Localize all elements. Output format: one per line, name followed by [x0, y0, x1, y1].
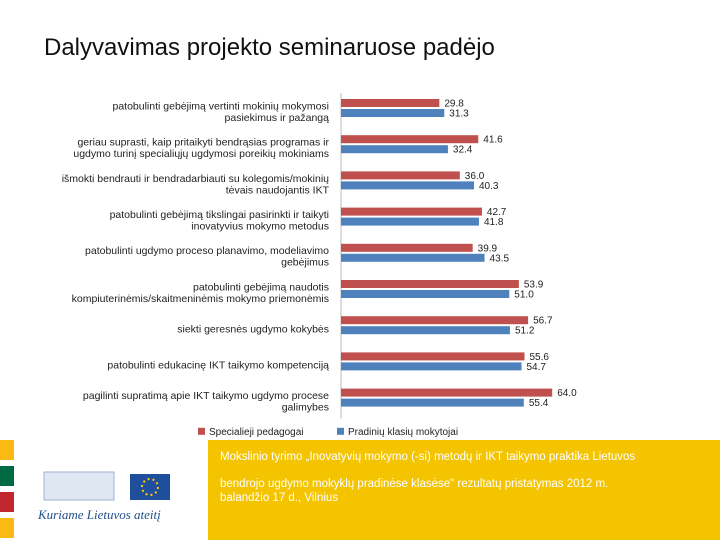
bar-special-pedagogues: [341, 280, 519, 288]
bar-primary-teachers: [341, 217, 479, 226]
data-label: 51.2: [515, 326, 535, 337]
legend-label: Pradinių klasių mokytojai: [348, 427, 458, 438]
slide-title: Dalyvavimas projekto seminaruose padėjo: [44, 34, 495, 61]
bar-primary-teachers: [341, 326, 510, 335]
category-label: galimybes: [282, 401, 329, 413]
footer-caption-line-1: Mokslinio tyrimo „Inovatyvių mokymo (-si…: [220, 451, 636, 463]
flag-stripe-yellow-2: [0, 518, 14, 538]
data-label: 64.0: [557, 388, 577, 399]
data-label: 55.4: [529, 398, 549, 409]
footer-caption-line-3: balandžio 17 d., Vilnius: [220, 492, 339, 504]
data-label: 32.4: [453, 145, 473, 156]
bar-special-pedagogues: [341, 352, 525, 361]
bar-special-pedagogues: [341, 243, 473, 252]
data-label: 36.0: [465, 171, 485, 182]
legend-swatch: [337, 427, 344, 435]
flag-stripe-yellow: [0, 440, 14, 460]
category-label: patobulinti gebėjimą vertinti mokinių mo…: [112, 100, 329, 112]
data-label: 41.6: [483, 135, 503, 146]
bar-special-pedagogues: [341, 388, 553, 397]
category-label: patobulinti edukacinę IKT taikymo kompet…: [107, 360, 329, 372]
data-label: 55.6: [529, 352, 549, 363]
data-label: 40.3: [479, 181, 499, 192]
category-label: ugdymo turinį specialiųjų ugdymosi porei…: [73, 148, 329, 160]
data-label: 53.9: [524, 280, 544, 291]
bar-special-pedagogues: [341, 135, 479, 144]
category-label: kompiuterinėmis/skaitmeninėmis mokymo pr…: [72, 293, 329, 305]
category-label: patobulinti gebėjimą naudotis: [193, 281, 329, 293]
eu-funds-logo: [30, 470, 178, 530]
bar-special-pedagogues: [341, 316, 529, 325]
bar-special-pedagogues: [341, 171, 460, 180]
flag-stripe-red: [0, 492, 14, 512]
data-label: 29.8: [444, 99, 464, 110]
flag-stripe-green: [0, 466, 14, 486]
bar-primary-teachers: [341, 145, 448, 154]
category-label: patobulinti gebėjimą tikslingai pasirink…: [110, 209, 329, 221]
bar-primary-teachers: [341, 398, 524, 407]
category-label: gebėjimus: [281, 257, 329, 269]
data-label: 41.8: [484, 217, 504, 228]
legend-label: Specialieji pedagogai: [209, 427, 304, 438]
data-label: 43.5: [490, 253, 510, 264]
category-label: pagilinti supratimą apie IKT taikymo ugd…: [83, 390, 329, 402]
category-label: išmokti bendrauti ir bendradarbiauti su …: [62, 173, 329, 185]
category-label: patobulinti ugdymo proceso planavimo, mo…: [85, 245, 329, 257]
category-label: geriau suprasti, kaip pritaikyti bendrąs…: [77, 137, 329, 149]
bar-primary-teachers: [341, 290, 510, 298]
category-label: pasiekimus ir pažangą: [225, 112, 330, 124]
data-label: 42.7: [487, 207, 507, 218]
footer-band: [208, 440, 720, 540]
bar-primary-teachers: [341, 109, 445, 117]
category-label: tėvais naudojantis IKT: [226, 184, 330, 196]
legend-swatch: [198, 427, 205, 435]
logo-slogan: Kuriame Lietuvos ateitį: [38, 507, 161, 522]
footer-caption-line-2: bendrojo ugdymo mokyklų pradinėse klasės…: [220, 478, 609, 490]
bar-special-pedagogues: [341, 207, 482, 216]
bar-primary-teachers: [341, 253, 485, 262]
data-label: 39.9: [478, 243, 498, 254]
bar-primary-teachers: [341, 181, 474, 190]
bar-primary-teachers: [341, 362, 522, 371]
bar-special-pedagogues: [341, 99, 440, 107]
data-label: 51.0: [514, 290, 534, 301]
data-label: 54.7: [527, 362, 547, 373]
category-label: inovatyvius mokymo metodus: [191, 220, 329, 232]
data-label: 56.7: [533, 316, 553, 327]
data-label: 31.3: [449, 109, 469, 120]
category-label: siekti geresnės ugdymo kokybės: [177, 323, 329, 335]
